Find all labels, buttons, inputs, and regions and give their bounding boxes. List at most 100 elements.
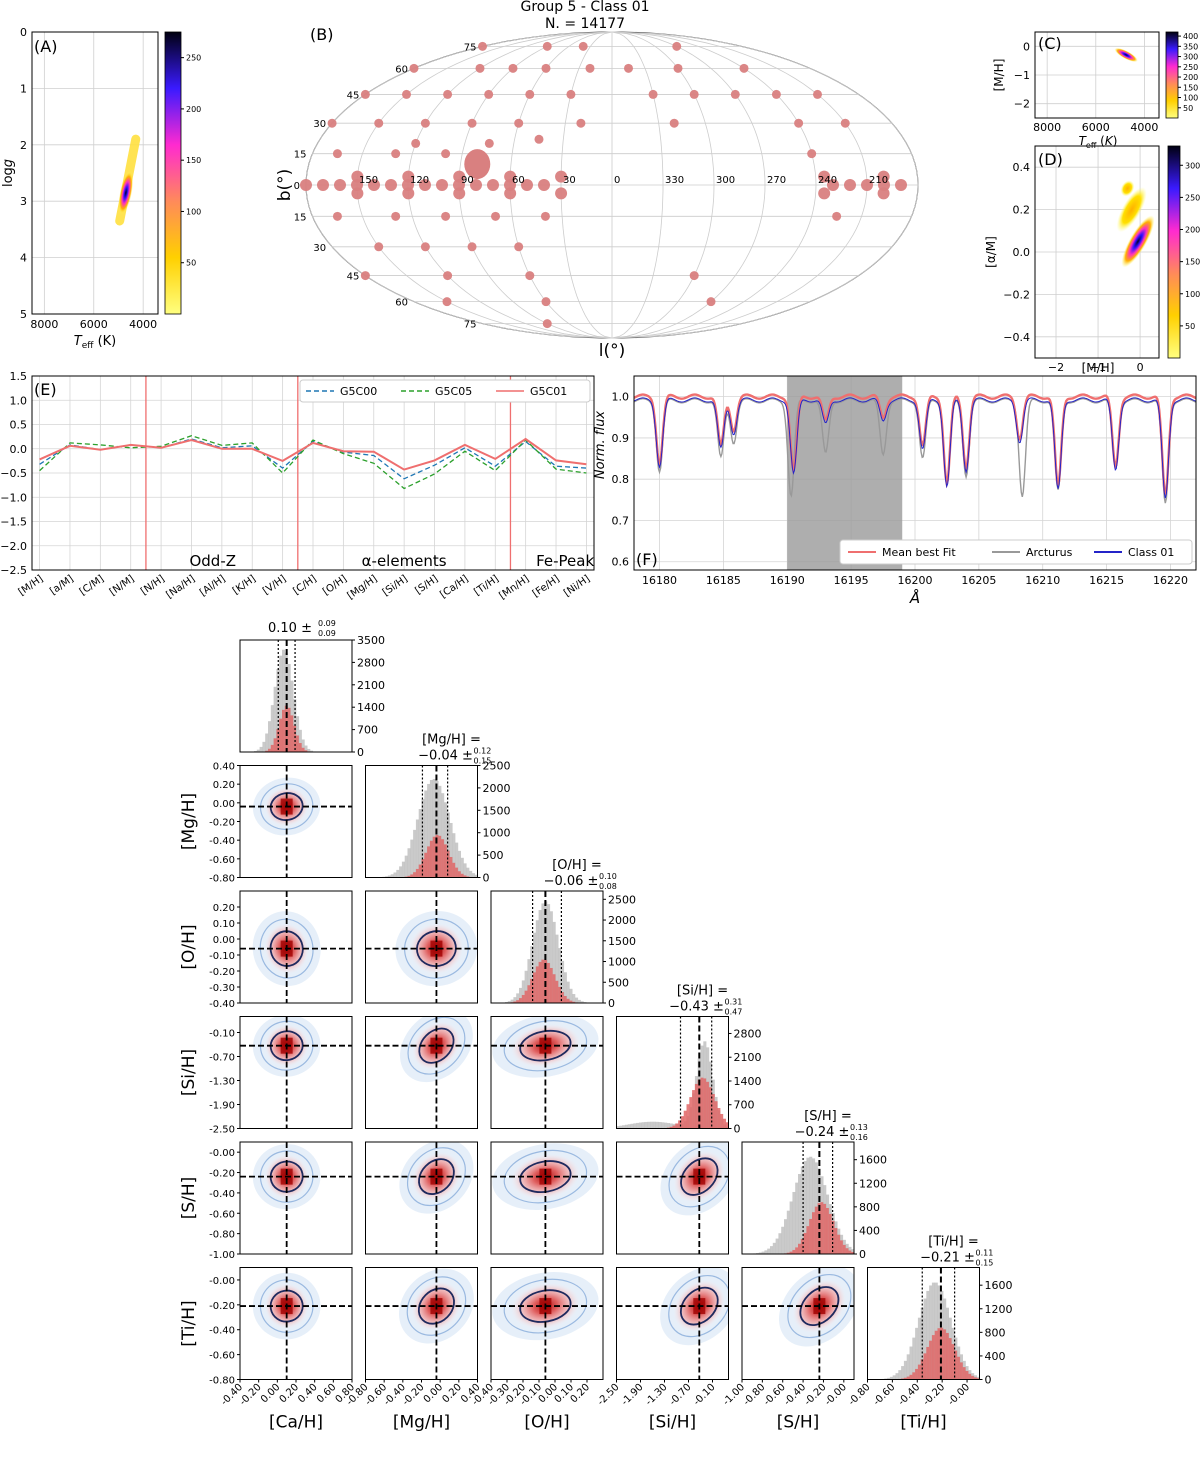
hist-bar-class: [415, 868, 419, 878]
hist-bar-all: [767, 1248, 771, 1254]
hist-bar-all: [460, 857, 464, 878]
hist-tick-label: 1400: [734, 1075, 762, 1088]
corner-cell: -0.40-0.30-0.20-0.100.000.100.20[O/H]: [470, 1267, 604, 1433]
hist-bar-class: [282, 709, 286, 752]
hist-bar-all: [399, 866, 403, 878]
hist-bar-class: [929, 1340, 933, 1380]
panel-a-ylabel: logg: [1, 159, 16, 187]
hist-tick-label: 1200: [985, 1303, 1013, 1316]
hist-bar-class: [563, 995, 567, 1003]
y-tick-label: -0.00: [209, 1276, 235, 1287]
figure-subtitle: N. = 14177: [545, 16, 625, 32]
hist-bar-class: [708, 1087, 712, 1129]
hist-bar-all: [521, 980, 525, 1003]
hist-bar-class: [826, 1207, 830, 1254]
x-tick-label: [Ti/H]: [472, 573, 501, 598]
hist-bar-all: [898, 1370, 902, 1380]
x-tick-label: -0.20: [238, 1382, 264, 1408]
cell-content: [365, 1267, 478, 1380]
y-tick-label: 4: [20, 252, 27, 265]
hist-bar-class: [680, 1116, 684, 1129]
x-tick-label: [C/M]: [78, 573, 106, 597]
panel-d: −2 −1 0 0.4 0.2 0.0 −0.2 −0.4 (D) [α/M] [M/H] 5…: [984, 145, 1200, 375]
apogee-field: [420, 242, 430, 252]
hist-bar-all: [471, 873, 475, 878]
corner-cell: [365, 1141, 478, 1255]
x-axis-label: [Si/H]: [649, 1413, 696, 1433]
hist-bar-class: [912, 1372, 916, 1380]
panel-b: 150 120 90 60 30 0 330 300 270 240 210756045301507…: [275, 25, 919, 361]
hist-bar-all: [566, 981, 570, 1003]
hist-bar-all: [298, 729, 302, 752]
apogee-field: [327, 118, 337, 128]
hist-bar-all: [569, 988, 573, 1003]
hist-bar-class: [697, 1079, 701, 1129]
corner-title: [S/H] =−0.24 ±0.130.16: [795, 1109, 868, 1142]
apogee-field: [419, 179, 431, 191]
hist-bar-class: [798, 1243, 802, 1254]
hist-bar-class: [965, 1370, 969, 1380]
hist-bar-all: [282, 649, 286, 752]
hist-bar-all: [664, 1122, 668, 1129]
hist-bar-class: [530, 978, 534, 1003]
hist-bar-class: [538, 961, 542, 1003]
hist-bar-all: [256, 749, 260, 752]
y-tick-label: 0.0: [1013, 246, 1031, 259]
corner-cell: 0 500 1000 1500 2000 2500 [O/H] =−0.06 ±0.100.…: [490, 858, 636, 1010]
x-tick-label: -1.90: [620, 1382, 646, 1408]
hist-bar-class: [806, 1226, 810, 1254]
hist-bar-all: [627, 1124, 631, 1129]
y-tick-label: 2: [20, 139, 27, 152]
x-tick-label: 16190: [770, 574, 805, 587]
panel-f: 16180 16185 16190 16195 16200 16205 16210 16215…: [593, 375, 1197, 607]
kde-contour-main: [269, 792, 304, 821]
apogee-field: [453, 170, 466, 183]
hist-bar-class: [524, 990, 528, 1003]
hist-bar-all: [310, 750, 314, 752]
hist-bar-class: [566, 998, 570, 1003]
hist-bar-all: [851, 1249, 855, 1254]
y-tick-label: -0.80: [209, 874, 235, 885]
hist-bar-class: [527, 985, 531, 1003]
hist-bar-all: [424, 790, 428, 878]
apogee-field: [441, 149, 451, 159]
lat-label: 75: [464, 42, 477, 53]
y-axis-label: [Ti/H]: [179, 1300, 199, 1346]
panel-e-label: (E): [34, 380, 57, 399]
hist-bar-all: [577, 999, 581, 1003]
hist-tick-label: 0: [608, 997, 615, 1010]
hist-tick-label: 1600: [859, 1154, 887, 1167]
y-tick-label: −2.5: [0, 564, 27, 577]
hist-bar-class: [720, 1113, 724, 1129]
hist-bar-all: [530, 946, 534, 1003]
hist-bar-class: [547, 962, 551, 1003]
hist-bar-all: [516, 993, 520, 1003]
hist-bar-class: [290, 715, 294, 752]
x-tick-label: [V/H]: [261, 573, 288, 597]
panel-c-label: (C): [1038, 34, 1062, 53]
hist-bar-class: [823, 1203, 827, 1254]
hist-tick-label: 400: [985, 1350, 1006, 1363]
lon-label: 90: [461, 175, 474, 186]
hist-bar-class: [903, 1377, 907, 1380]
x-tick-label: 0.40: [296, 1382, 320, 1406]
hist-bar-all: [415, 819, 419, 878]
lat-label: 75: [464, 320, 477, 331]
y-tick-label: -0.80: [209, 1376, 235, 1387]
hist-bar-all: [307, 748, 311, 752]
hist-bar-all: [812, 1158, 816, 1254]
lat-label: 30: [313, 119, 326, 130]
cell-frame: [365, 765, 478, 878]
hist-bar-all: [401, 861, 405, 878]
hist-bar-class: [694, 1083, 698, 1129]
x-tick-label: 0: [1137, 361, 1144, 374]
x-tick-label: -0.80: [847, 1382, 873, 1408]
density-blob: [1121, 215, 1155, 268]
hist-bar-all: [641, 1122, 645, 1129]
apogee-field: [332, 149, 342, 159]
hist-bar-class: [968, 1373, 972, 1380]
y-tick-label: 1.0: [10, 394, 28, 407]
hist-bar-all: [513, 997, 517, 1003]
colorbar-tick-label: 350: [1183, 42, 1198, 51]
